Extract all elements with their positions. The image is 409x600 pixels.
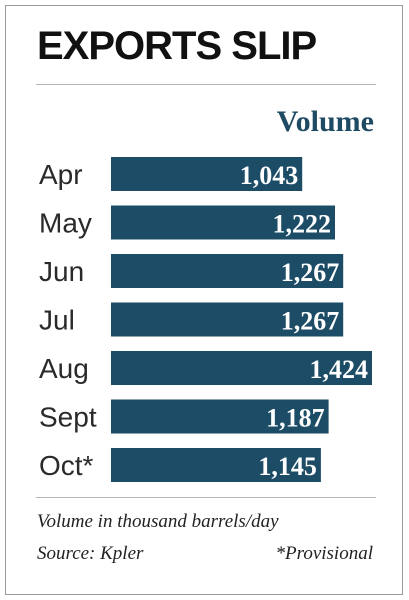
value-label: 1,222 xyxy=(273,210,332,239)
bar xyxy=(111,205,335,240)
value-label: 1,187 xyxy=(266,404,325,433)
category-label: May xyxy=(39,208,92,239)
title-divider xyxy=(36,84,376,85)
bar xyxy=(111,351,372,385)
source-note: Source: Kpler xyxy=(37,543,144,564)
unit-note: Volume in thousand barrels/day xyxy=(37,511,279,532)
category-label: Apr xyxy=(39,159,83,190)
bar xyxy=(111,254,344,288)
footer-divider xyxy=(36,497,376,498)
chart-frame xyxy=(5,5,403,595)
bar xyxy=(111,157,303,191)
category-label: Sept xyxy=(39,402,97,433)
category-label: Jul xyxy=(39,305,75,336)
bar xyxy=(111,448,321,482)
category-label: Oct* xyxy=(39,450,94,481)
value-label: 1,145 xyxy=(258,452,317,481)
bar xyxy=(111,302,344,337)
category-label: Aug xyxy=(39,353,89,384)
category-label: Jun xyxy=(39,256,84,287)
chart-title: EXPORTS SLIP xyxy=(37,24,317,68)
value-label: 1,424 xyxy=(310,355,369,384)
series-label: Volume xyxy=(276,105,374,138)
value-label: 1,043 xyxy=(240,161,299,190)
provisional-note: *Provisional xyxy=(275,543,373,564)
value-label: 1,267 xyxy=(281,258,340,287)
value-label: 1,267 xyxy=(281,307,340,336)
bar xyxy=(111,399,329,434)
